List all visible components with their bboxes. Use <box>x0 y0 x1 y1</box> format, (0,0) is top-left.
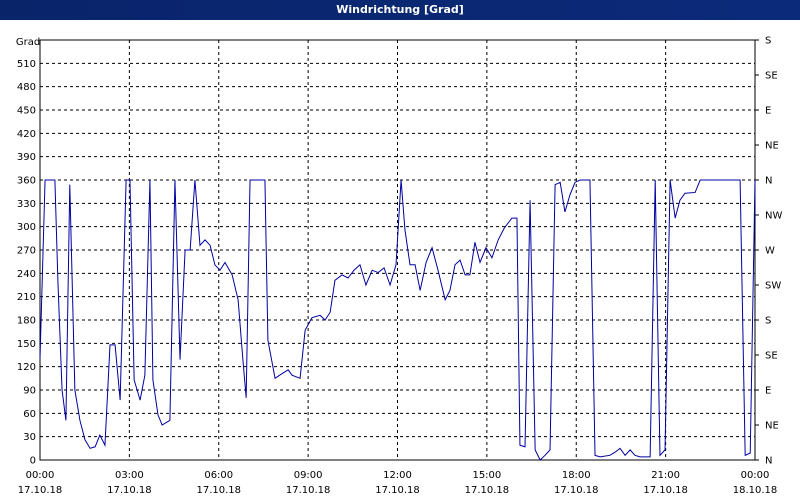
y-tick-label: 210 <box>17 292 36 303</box>
x-tick-label: 00:00 18.10.18 <box>733 470 778 496</box>
y-tick-label: 420 <box>17 129 36 140</box>
y-tick-label: 150 <box>17 339 36 350</box>
y-tick-label: 480 <box>17 82 36 93</box>
x-tick-label-line: 15:00 <box>472 470 501 481</box>
title-bar: Windrichtung [Grad] <box>0 0 800 20</box>
y2-tick-label: W <box>765 246 775 257</box>
y-tick-label: 360 <box>17 176 36 187</box>
y2-tick-label: SW <box>765 281 781 292</box>
x-tick-label: 15:00 17.10.18 <box>465 470 510 496</box>
x-tick-label-line: 17.10.18 <box>107 485 152 496</box>
x-tick-label-line: 06:00 <box>204 470 233 481</box>
x-tick-label-line: 17.10.18 <box>286 485 331 496</box>
y-tick-label: 450 <box>17 106 36 117</box>
y-tick-label: 390 <box>17 152 36 163</box>
x-tick-label-line: 09:00 <box>294 470 323 481</box>
x-tick-label: 12:00 17.10.18 <box>375 470 420 496</box>
x-tick-label-line: 17.10.18 <box>554 485 599 496</box>
x-tick-label: 03:00 17.10.18 <box>107 470 152 496</box>
x-tick-label-line: 17.10.18 <box>196 485 241 496</box>
y-tick-label: 180 <box>17 316 36 327</box>
x-tick-label-line: 03:00 <box>115 470 144 481</box>
y-tick-label: 120 <box>17 362 36 373</box>
y2-tick-label: S <box>765 36 771 47</box>
y-tick-label: 60 <box>23 409 36 420</box>
x-tick-label-line: 12:00 <box>383 470 412 481</box>
x-tick-label: 06:00 17.10.18 <box>196 470 241 496</box>
x-tick-label-line: 21:00 <box>651 470 680 481</box>
y-tick-label: 30 <box>23 432 36 443</box>
y2-tick-label: N <box>765 176 772 187</box>
x-tick-label-line: 17.10.18 <box>643 485 688 496</box>
y-tick-label: 240 <box>17 269 36 280</box>
y-tick-label: 510 <box>17 59 36 70</box>
y2-tick-label: E <box>765 106 771 117</box>
y2-tick-label: S <box>765 316 771 327</box>
y2-tick-label: NW <box>765 211 782 222</box>
x-tick-label-line: 18:00 <box>562 470 591 481</box>
y2-tick-label: N <box>765 456 772 467</box>
y-tick-label: 330 <box>17 199 36 210</box>
y-tick-label: 0 <box>30 456 36 467</box>
y2-tick-label: NE <box>765 141 779 152</box>
x-tick-label-line: 17.10.18 <box>375 485 420 496</box>
x-tick-label-line: 00:00 <box>741 470 770 481</box>
x-tick-label-line: 00:00 <box>26 470 55 481</box>
y2-tick-label: E <box>765 386 771 397</box>
y2-tick-label: NE <box>765 421 779 432</box>
y2-tick-label: SE <box>765 351 778 362</box>
x-tick-label: 18:00 17.10.18 <box>554 470 599 496</box>
x-tick-label: 09:00 17.10.18 <box>286 470 331 496</box>
y2-tick-label: SE <box>765 71 778 82</box>
x-tick-label-line: 17.10.18 <box>465 485 510 496</box>
data-line <box>39 179 756 461</box>
x-tick-label-line: 17.10.18 <box>18 485 63 496</box>
y-axis-label: Grad <box>16 37 40 48</box>
x-tick-label: 00:00 17.10.18 <box>18 470 63 496</box>
x-tick-label: 21:00 17.10.18 <box>643 470 688 496</box>
x-tick-label-line: 18.10.18 <box>733 485 778 496</box>
y-tick-label: 90 <box>23 386 36 397</box>
y-tick-label: 300 <box>17 222 36 233</box>
plot-frame <box>39 39 756 461</box>
y-tick-label: 270 <box>17 246 36 257</box>
